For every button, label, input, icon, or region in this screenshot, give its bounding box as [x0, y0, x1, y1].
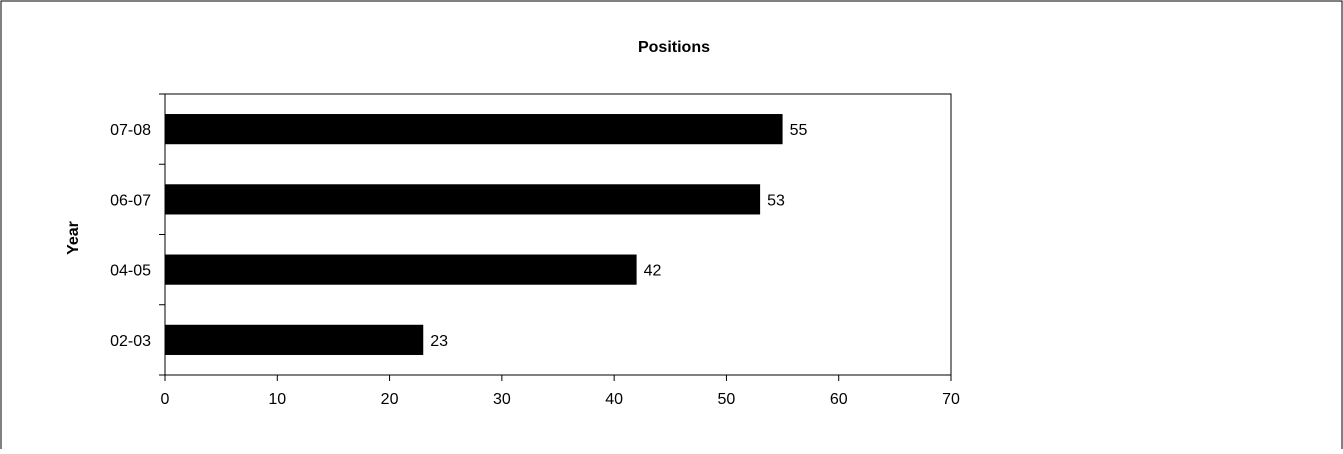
- y-tick-label: 02-03: [110, 333, 151, 350]
- bars: 55 53 42 23: [165, 114, 807, 355]
- x-tick-label: 30: [493, 391, 511, 408]
- bar: [165, 184, 761, 215]
- data-label: 53: [767, 192, 785, 209]
- data-label: 55: [790, 122, 808, 139]
- y-tick-label: 04-05: [110, 263, 151, 280]
- chart-title: Positions: [638, 39, 710, 56]
- y-tick-label: 07-08: [110, 122, 151, 139]
- bar: [165, 324, 424, 355]
- x-tick-label: 0: [161, 391, 170, 408]
- x-tick-label: 70: [942, 391, 960, 408]
- data-label: 42: [644, 263, 662, 280]
- x-tick-label: 60: [830, 391, 848, 408]
- y-tick-label: 06-07: [110, 192, 151, 209]
- x-tick-label: 10: [268, 391, 286, 408]
- y-axis-ticks: 07-08 06-07 04-05 02-03: [110, 93, 165, 376]
- data-label: 23: [430, 333, 448, 350]
- x-tick-label: 20: [381, 391, 399, 408]
- bar: [165, 114, 783, 145]
- y-axis-label: Year: [65, 221, 82, 255]
- x-tick-label: 50: [718, 391, 736, 408]
- x-tick-label: 40: [605, 391, 623, 408]
- bar: [165, 254, 637, 285]
- x-axis-ticks: 0 10 20 30 40 50 60 70: [161, 375, 960, 408]
